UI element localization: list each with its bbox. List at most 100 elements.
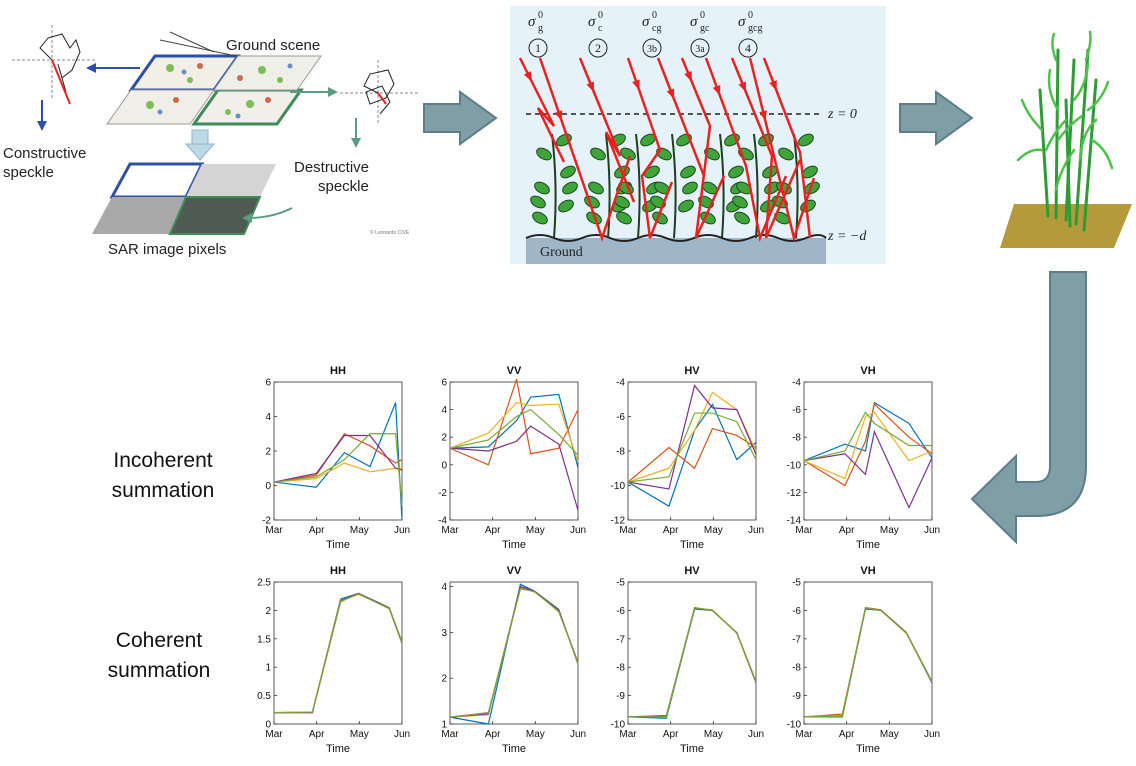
- x-tick-label: Mar: [795, 525, 813, 536]
- flow-arrow-3-icon: [970, 271, 1087, 545]
- series-line-2: [627, 427, 757, 483]
- z-bottom-label: z = −d: [827, 229, 867, 244]
- x-tick-label: Apr: [485, 525, 501, 536]
- y-tick-label: -4: [616, 378, 625, 389]
- sigma-symbol: σ: [588, 14, 596, 30]
- term-label-1: σ 0 g 1: [528, 10, 548, 58]
- z-top-label: z = 0: [827, 107, 857, 122]
- x-tick-label: Mar: [619, 525, 637, 536]
- plot-frame: [803, 581, 933, 725]
- x-tick-label: Mar: [265, 729, 283, 740]
- series-line-1: [804, 608, 933, 718]
- y-tick-label: -7: [616, 634, 625, 645]
- sigma-superscript: 0: [748, 10, 753, 21]
- term-number: 3a: [695, 44, 705, 55]
- x-tick-label: Jun: [394, 729, 410, 740]
- coherent-summation-label: Coherent summation: [107, 629, 211, 682]
- plot-frame: [449, 381, 579, 521]
- y-tick-label: 1: [265, 663, 271, 674]
- x-tick-label: Apr: [663, 729, 679, 740]
- term-circle-icon: [528, 38, 548, 58]
- y-tick-label: 6: [441, 378, 447, 389]
- constructive-phasor-icon: [12, 25, 95, 105]
- x-tick-label: Apr: [663, 525, 679, 536]
- series-line-3: [803, 607, 933, 718]
- y-tick-label: -8: [792, 433, 801, 444]
- x-tick-label: May: [704, 729, 723, 740]
- y-tick-label: -5: [792, 578, 801, 589]
- ray-arrowhead-icon: [586, 81, 594, 93]
- chart-title: VV: [507, 365, 522, 377]
- series-line-2: [449, 379, 579, 466]
- ray-arrowhead-icon: [684, 71, 692, 82]
- plot-frame: [627, 581, 757, 725]
- series-line-4: [803, 607, 933, 718]
- constructive-label: Constructive: [3, 145, 86, 162]
- scattering-ray: [626, 57, 674, 239]
- sigma-symbol: σ: [690, 14, 698, 30]
- destructive-label: Destructive: [294, 159, 369, 176]
- series-line-1: [449, 583, 579, 725]
- x-tick-label: Apr: [839, 729, 855, 740]
- chart-title: HH: [330, 565, 346, 577]
- chart-incoherent-vh: VH -14 -12 -10 -8 -6 -4 Mar Apr May Jun Time: [787, 365, 941, 551]
- ground-scene-tiles: [106, 31, 322, 126]
- sar-pixels-label: SAR image pixels: [108, 241, 226, 258]
- series-line-5: [273, 433, 403, 507]
- sigma-superscript: 0: [652, 10, 657, 21]
- sar-pixels: [92, 162, 276, 235]
- ray-arrowhead-icon: [769, 80, 777, 91]
- y-tick-label: -8: [616, 447, 625, 458]
- ray-arrowhead-icon: [666, 88, 675, 100]
- y-tick-label: -8: [616, 663, 625, 674]
- scattering-ray: [730, 57, 802, 239]
- sigma-subscript: cg: [652, 23, 661, 34]
- down-arrow-icon: [184, 129, 216, 161]
- sigma-superscript: 0: [700, 10, 705, 21]
- x-tick-label: Mar: [441, 525, 459, 536]
- chart-title: VH: [860, 365, 875, 377]
- y-tick-label: 4: [441, 582, 447, 593]
- ray-arrowhead-icon: [738, 81, 746, 93]
- x-tick-label: May: [880, 525, 899, 536]
- constructive-label-2: speckle: [3, 164, 54, 181]
- y-tick-label: -2: [262, 516, 271, 527]
- series-line-3: [449, 586, 579, 718]
- term-number: 3b: [647, 44, 657, 55]
- term-label-3b: σ 0 cg 3b: [642, 10, 662, 58]
- y-tick-label: -12: [611, 516, 626, 527]
- ray-arrowhead-icon: [632, 79, 640, 91]
- x-tick-label: Mar: [265, 525, 283, 536]
- chart-coherent-vh: VH -10 -9 -8 -7 -6 -5 Mar Apr May Jun Time: [787, 565, 941, 755]
- y-tick-label: 0: [441, 460, 447, 471]
- flow-arrow-1-icon: [423, 90, 498, 146]
- destructive-to-pixel-arrow-icon: [242, 207, 293, 223]
- series-line-4: [449, 425, 579, 511]
- series-line-3: [803, 411, 933, 480]
- x-tick-label: May: [526, 525, 545, 536]
- x-axis-label: Time: [502, 539, 526, 551]
- y-tick-label: 2: [441, 674, 447, 685]
- x-tick-label: Mar: [795, 729, 813, 740]
- y-tick-label: -6: [792, 405, 801, 416]
- x-axis-label: Time: [856, 539, 880, 551]
- sigma-subscript: gcg: [748, 23, 762, 34]
- x-tick-label: Jun: [570, 525, 586, 536]
- y-tick-label: 3: [441, 628, 447, 639]
- chart-incoherent-vv: VV -4 -2 0 2 4 6 Mar Apr May Jun Time: [438, 365, 586, 551]
- series-line-2: [803, 606, 933, 718]
- chart-incoherent-hh: HH -2 0 2 4 6 Mar Apr May Jun Time: [262, 365, 410, 551]
- x-tick-label: Jun: [924, 525, 940, 536]
- series-line-1: [627, 403, 757, 508]
- term-label-3a: σ 0 gc 3a: [690, 10, 710, 58]
- plant-icon: [614, 133, 662, 239]
- series-line-5: [803, 607, 933, 718]
- series-line-2: [273, 432, 403, 483]
- x-axis-label: Time: [326, 539, 350, 551]
- term-number: 1: [535, 41, 541, 55]
- plot-frame: [627, 381, 757, 521]
- sigma-symbol: σ: [528, 14, 536, 30]
- series-line-5: [627, 607, 757, 718]
